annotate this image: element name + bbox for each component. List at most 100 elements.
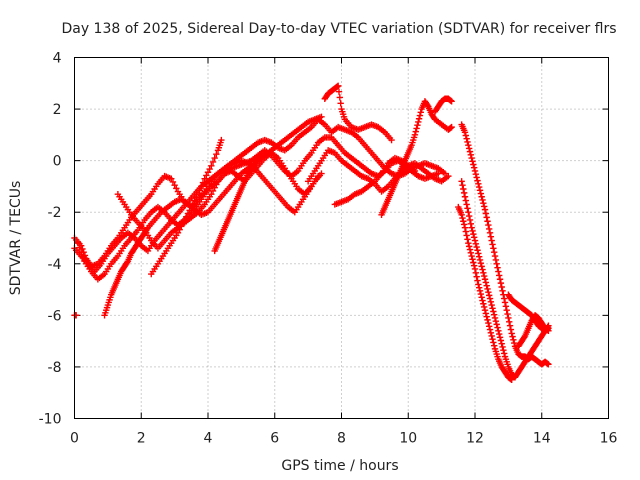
data-point [318,113,325,121]
data-point [471,265,479,273]
data-points [71,82,552,384]
data-point [499,343,506,351]
data-point [508,330,515,337]
data-point [208,162,215,169]
x-tick-label: 4 [204,431,213,447]
data-point [492,256,500,264]
data-point [448,123,455,131]
data-point [499,287,506,295]
data-point [490,308,497,315]
data-point [460,218,467,225]
data-point [500,346,507,354]
data-point [460,221,468,228]
data-point [479,297,486,304]
data-point [211,184,218,191]
data-point [483,313,490,320]
data-point [411,167,419,175]
data-point [467,151,475,159]
data-point [503,307,510,314]
data-point [483,282,490,289]
data-point [416,112,424,119]
data-point [489,336,496,343]
data-point [487,329,495,336]
data-point [506,322,514,329]
x-tick-label: 2 [137,431,146,447]
data-point [481,276,489,283]
data-point [473,273,480,280]
data-point [480,199,487,207]
series-11 [431,95,455,115]
data-point [468,154,475,162]
y-tick-label: 0 [53,154,62,170]
series-6 [148,136,225,278]
data-point [462,228,470,235]
data-point [481,307,489,314]
series-7 [304,147,452,195]
data-point [484,285,491,293]
x-tick-label: 16 [600,431,618,447]
data-point [475,180,482,188]
data-point [465,243,473,250]
data-point [480,272,488,280]
data-point [459,181,466,189]
x-tick-label: 12 [466,431,484,447]
data-point [174,229,182,237]
data-point [486,295,494,302]
data-point [496,334,504,341]
data-point [475,253,483,260]
data-point [461,193,469,200]
data-point [458,178,465,185]
data-point [463,232,470,239]
data-point [475,281,482,288]
data-point [468,252,475,260]
data-point [413,125,420,132]
data-point [484,316,491,324]
data-point [411,131,419,139]
data-point [176,226,183,233]
data-point [472,170,480,178]
data-point [178,223,185,230]
data-point [465,141,472,149]
x-tick-label: 14 [533,431,551,447]
data-point [491,252,499,260]
data-point [478,294,485,301]
series-8 [321,82,395,144]
data-point [417,109,424,116]
data-point [490,245,497,252]
series-12 [458,121,552,368]
data-point [477,259,485,267]
data-point [495,327,502,335]
data-point [209,158,217,166]
data-point [501,299,509,306]
data-point [474,247,481,254]
x-tick-label: 8 [337,431,346,447]
data-point [479,196,486,204]
data-point [481,206,489,213]
data-point [475,250,482,257]
data-point [464,205,471,212]
data-point [461,129,469,136]
data-point [480,300,487,307]
data-point [511,339,518,347]
data-point [470,262,478,269]
data-point [462,197,470,204]
y-tick-label: -4 [48,257,62,273]
data-point [493,260,500,267]
data-point [258,152,265,159]
data-point [193,194,200,201]
data-point [486,326,494,333]
data-point [458,211,465,218]
data-point [502,303,510,310]
data-point [488,332,495,340]
data-point [388,136,395,144]
data-point [472,269,480,277]
data-point [415,118,422,126]
data-point [414,121,421,129]
data-point [168,175,175,182]
series-4 [114,149,322,252]
x-tick-label: 6 [270,431,279,447]
data-point [179,219,187,227]
y-tick-label: -6 [48,308,62,324]
data-point [469,227,476,235]
data-point [189,200,197,208]
